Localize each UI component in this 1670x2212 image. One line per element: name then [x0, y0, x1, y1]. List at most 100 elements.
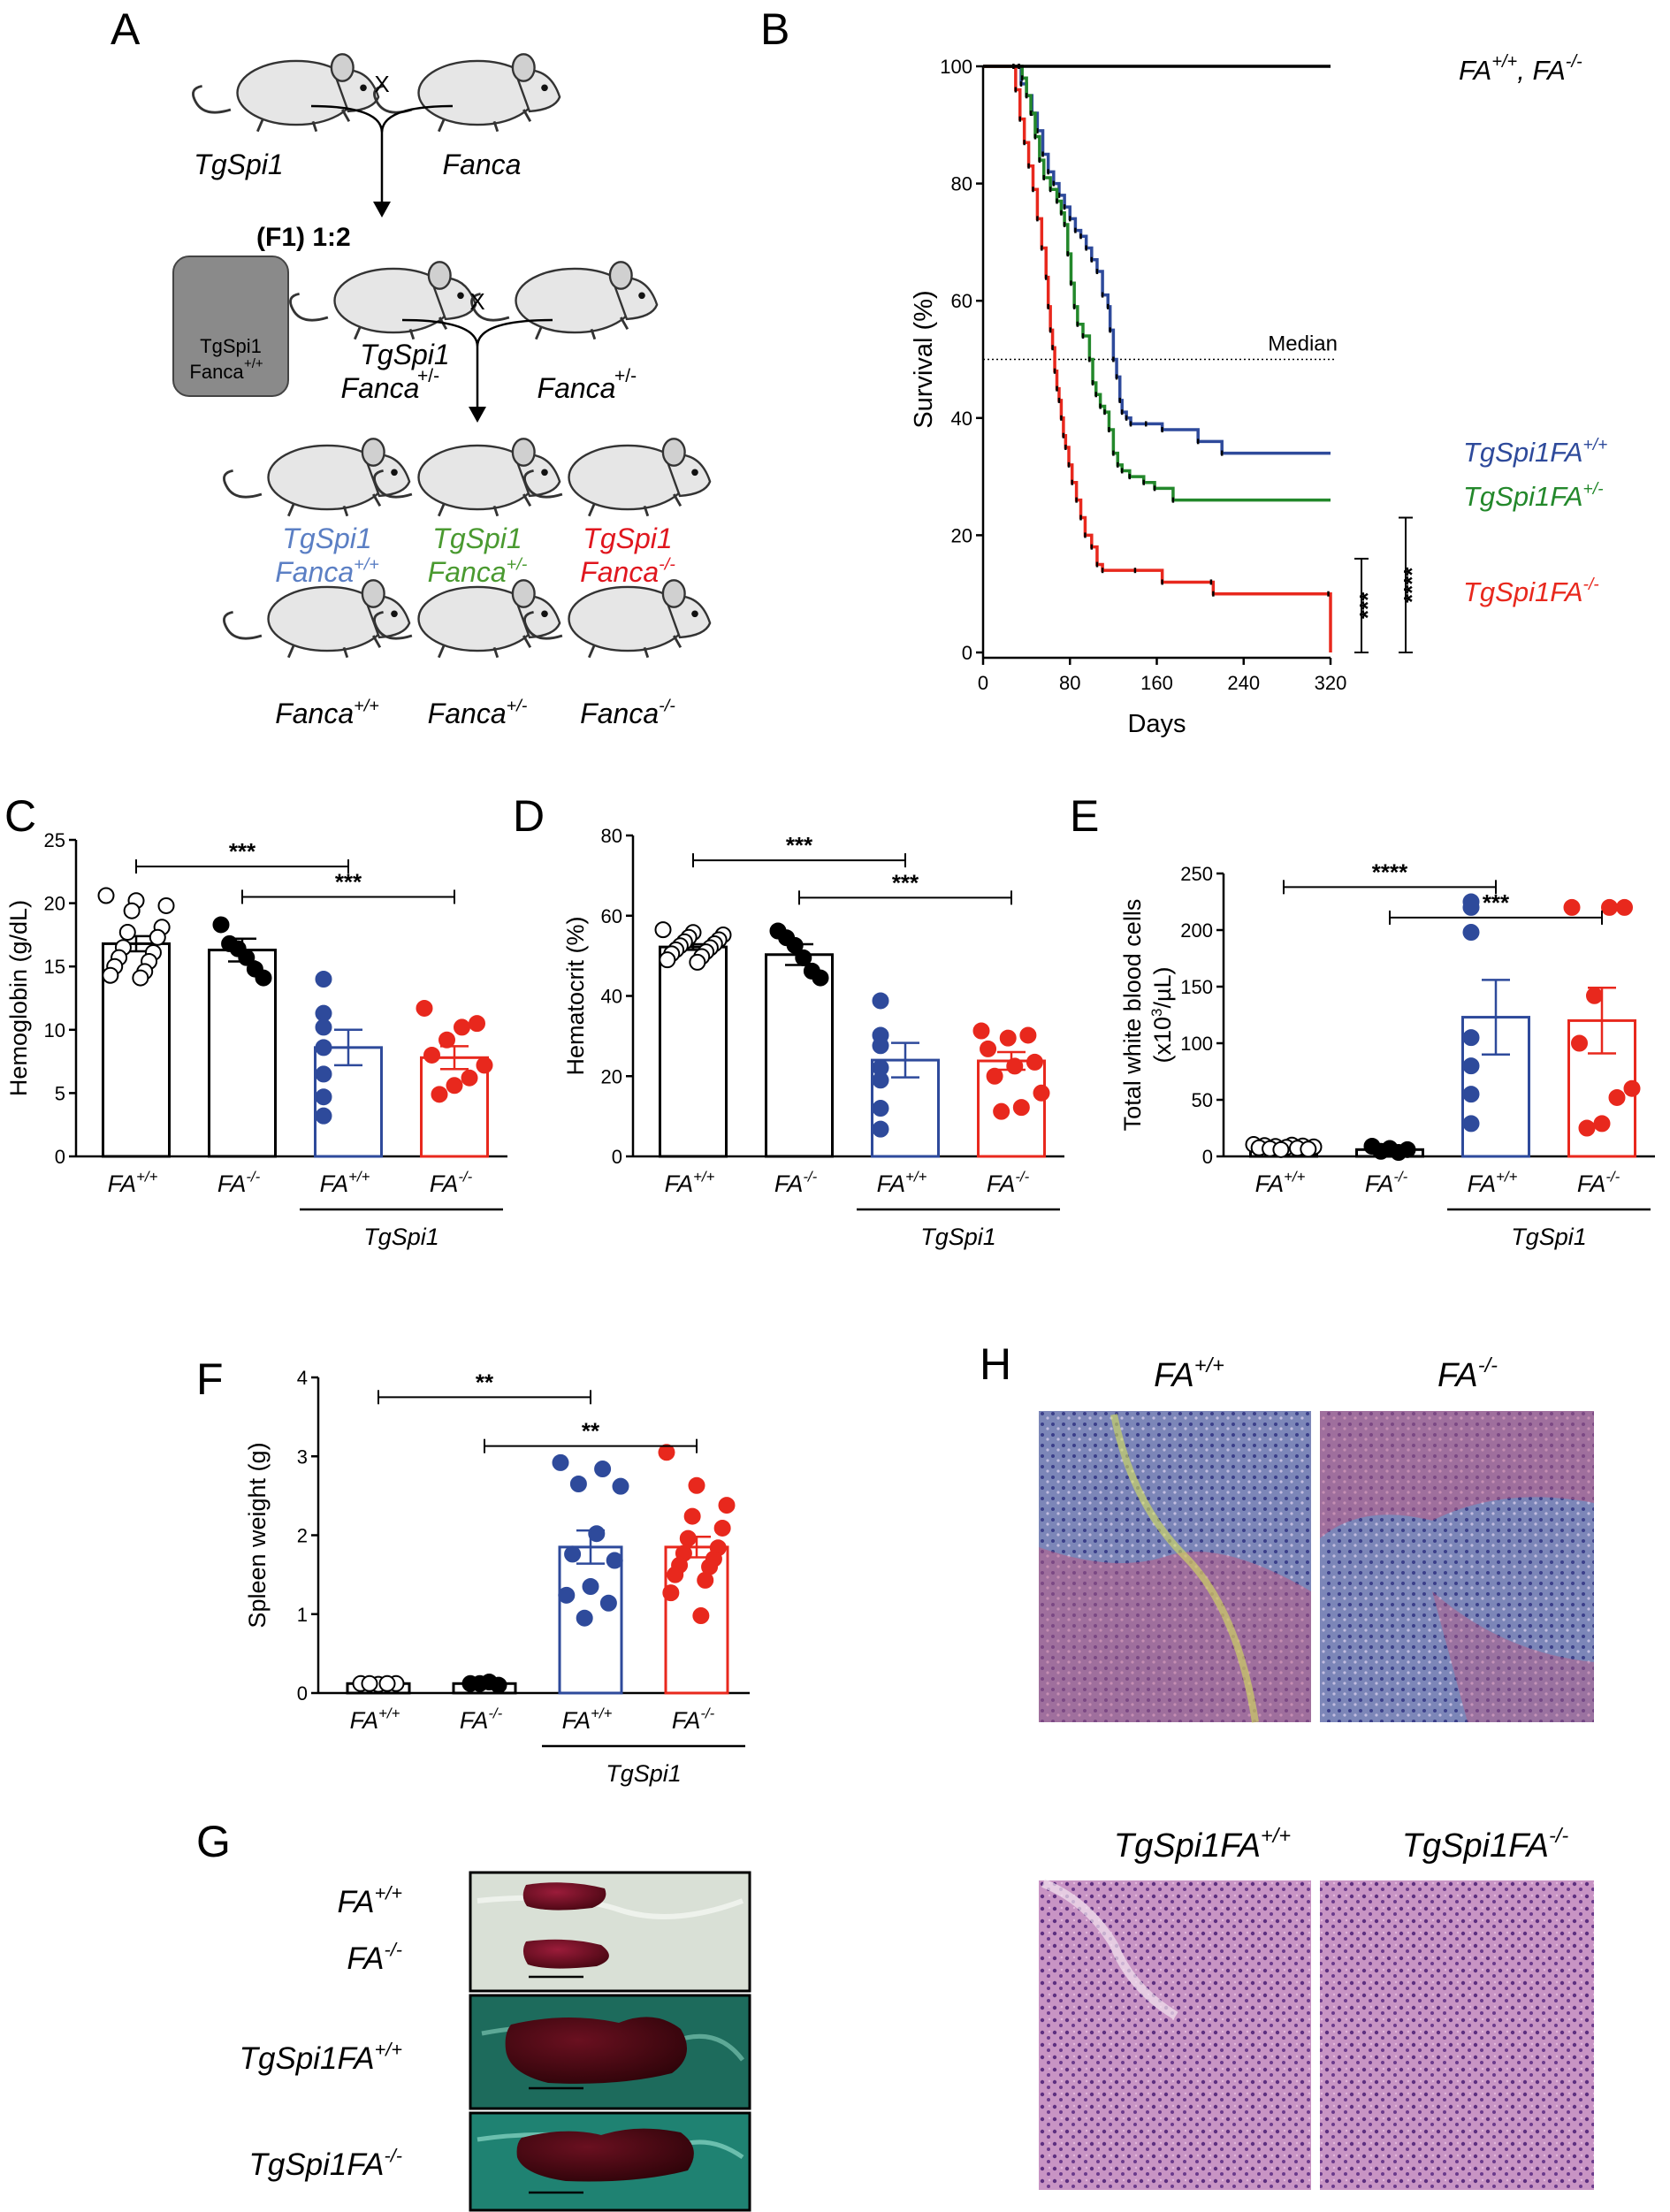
label-sup: -/- — [385, 1938, 402, 1960]
data-point — [1272, 1140, 1290, 1158]
data-point — [1623, 1079, 1641, 1097]
mouse-icon-parent-right — [373, 53, 561, 133]
mid-left-line2: Fanca — [341, 372, 420, 404]
label-sup: +/+ — [693, 1169, 714, 1186]
category-label-0: FA+/+ — [350, 1705, 400, 1734]
box-label-line1: TgSpi1 — [200, 335, 262, 357]
y-tick-label: 25 — [44, 829, 65, 851]
label-sup: +/+ — [1261, 1824, 1291, 1847]
data-point — [461, 1069, 478, 1087]
data-point — [1462, 898, 1480, 916]
bar-3 — [420, 1056, 489, 1158]
mouse-tail — [523, 610, 563, 640]
legend-sup: +/+ — [1491, 52, 1517, 72]
mouse-icons-group — [185, 53, 712, 659]
label-base: TgSpi1FA — [1463, 437, 1583, 468]
y-tick-label: 100 — [940, 56, 972, 78]
category-label-0: FA+/+ — [665, 1169, 715, 1197]
label-base: Fanca — [275, 698, 354, 729]
parent-left-label: TgSpi1 — [194, 149, 283, 180]
category-label-3: FA-/- — [430, 1169, 473, 1197]
offspring-genotype: Fanca+/- — [428, 555, 528, 588]
y-tick-label: 40 — [951, 408, 972, 430]
data-point — [1006, 1057, 1024, 1075]
offspring-genotype: Fanca-/- — [580, 555, 675, 588]
survival-line-1 — [983, 65, 1331, 455]
data-point — [123, 902, 141, 919]
data-point — [1462, 1057, 1480, 1075]
data-point — [812, 969, 829, 987]
label-sup: -/- — [246, 1169, 260, 1186]
y-tick-label: 15 — [44, 956, 65, 978]
offspring-genotype: Fanca-/- — [580, 697, 675, 729]
data-point — [872, 1120, 889, 1138]
x-tick-label: 160 — [1140, 672, 1173, 694]
panel-label-g: G — [196, 1817, 231, 1866]
data-point — [612, 1477, 629, 1495]
panel-label-b: B — [760, 4, 789, 54]
y-axis-label-line1: Total white blood cells — [1119, 899, 1146, 1132]
x-axis-label: Days — [1127, 710, 1186, 738]
legend-base: FA — [1459, 55, 1491, 86]
sig-label: *** — [335, 868, 362, 895]
label-sup: +/+ — [354, 555, 379, 575]
data-point — [654, 921, 672, 939]
data-point — [999, 1029, 1017, 1047]
y-tick-label: 5 — [55, 1082, 65, 1104]
mouse-icon-mid-right — [470, 261, 659, 340]
f1-grey-box — [172, 256, 289, 397]
mouse-feet — [255, 109, 351, 133]
data-point — [315, 1004, 332, 1022]
panel-g-label-1: FA-/- — [347, 1938, 402, 1976]
data-point — [658, 1444, 675, 1461]
data-point — [662, 1584, 680, 1602]
mouse-feet — [437, 635, 532, 659]
label-base: TgSpi1FA — [240, 2041, 375, 2076]
data-point — [1616, 898, 1633, 916]
label-sup: -/- — [385, 2144, 402, 2166]
y-tick-label: 80 — [951, 173, 972, 195]
data-point — [697, 1571, 714, 1589]
data-point — [1019, 1026, 1037, 1044]
label-sup: +/+ — [375, 1881, 402, 1903]
wbc-chart: 0 50 100 150 200 250 Total white blood cells (x… — [1119, 858, 1655, 1250]
mid-right-sup: +/- — [614, 366, 637, 386]
label-sup: -/- — [803, 1169, 817, 1186]
label-base: FA — [350, 1707, 379, 1734]
label-sup: +/+ — [1194, 1354, 1224, 1377]
data-point — [1390, 1144, 1407, 1162]
label-sup: +/+ — [591, 1705, 612, 1722]
data-point — [212, 916, 230, 934]
label-sup: +/+ — [378, 1705, 400, 1722]
category-label-2: FA+/+ — [562, 1705, 613, 1734]
ylabel-sup: 3 — [1148, 1009, 1165, 1017]
label-base: FA — [1437, 1357, 1478, 1394]
label-base: TgSpi1FA — [1463, 481, 1583, 512]
mouse-ear — [661, 579, 686, 608]
y-axis-label: Survival (%) — [910, 290, 938, 428]
sig-label: ** — [582, 1418, 600, 1445]
median-label: Median — [1268, 332, 1338, 356]
survival-chart: 0 20 40 60 80 100 0 80 160 240 320 Days Survival (%)… — [910, 52, 1607, 738]
data-point — [713, 1519, 731, 1537]
panel-label-d: D — [513, 791, 545, 841]
data-point — [132, 969, 149, 987]
legend-fa: FA+/+, FA-/- — [1459, 52, 1582, 86]
y-tick-label: 20 — [601, 1065, 622, 1087]
data-point — [469, 1015, 485, 1033]
label-sup: -/- — [1583, 576, 1599, 594]
histology-sinus — [1041, 1879, 1178, 2020]
panel-h-label-3: TgSpi1FA-/- — [1402, 1824, 1569, 1865]
panel-label-h: H — [980, 1339, 1011, 1389]
data-point — [438, 1031, 455, 1049]
label-sup: +/+ — [905, 1169, 927, 1186]
label-sup: +/- — [507, 697, 528, 716]
mouse-tail — [192, 84, 232, 114]
y-tick-label: 100 — [1180, 1033, 1213, 1055]
x-tick-label: 80 — [1059, 672, 1080, 694]
histology-fa-wt — [1039, 1411, 1311, 1722]
cross-symbol-top: X — [374, 71, 389, 97]
label-sup: +/- — [507, 555, 528, 575]
category-label-1: FA-/- — [774, 1169, 818, 1197]
mouse-ear — [361, 579, 385, 608]
